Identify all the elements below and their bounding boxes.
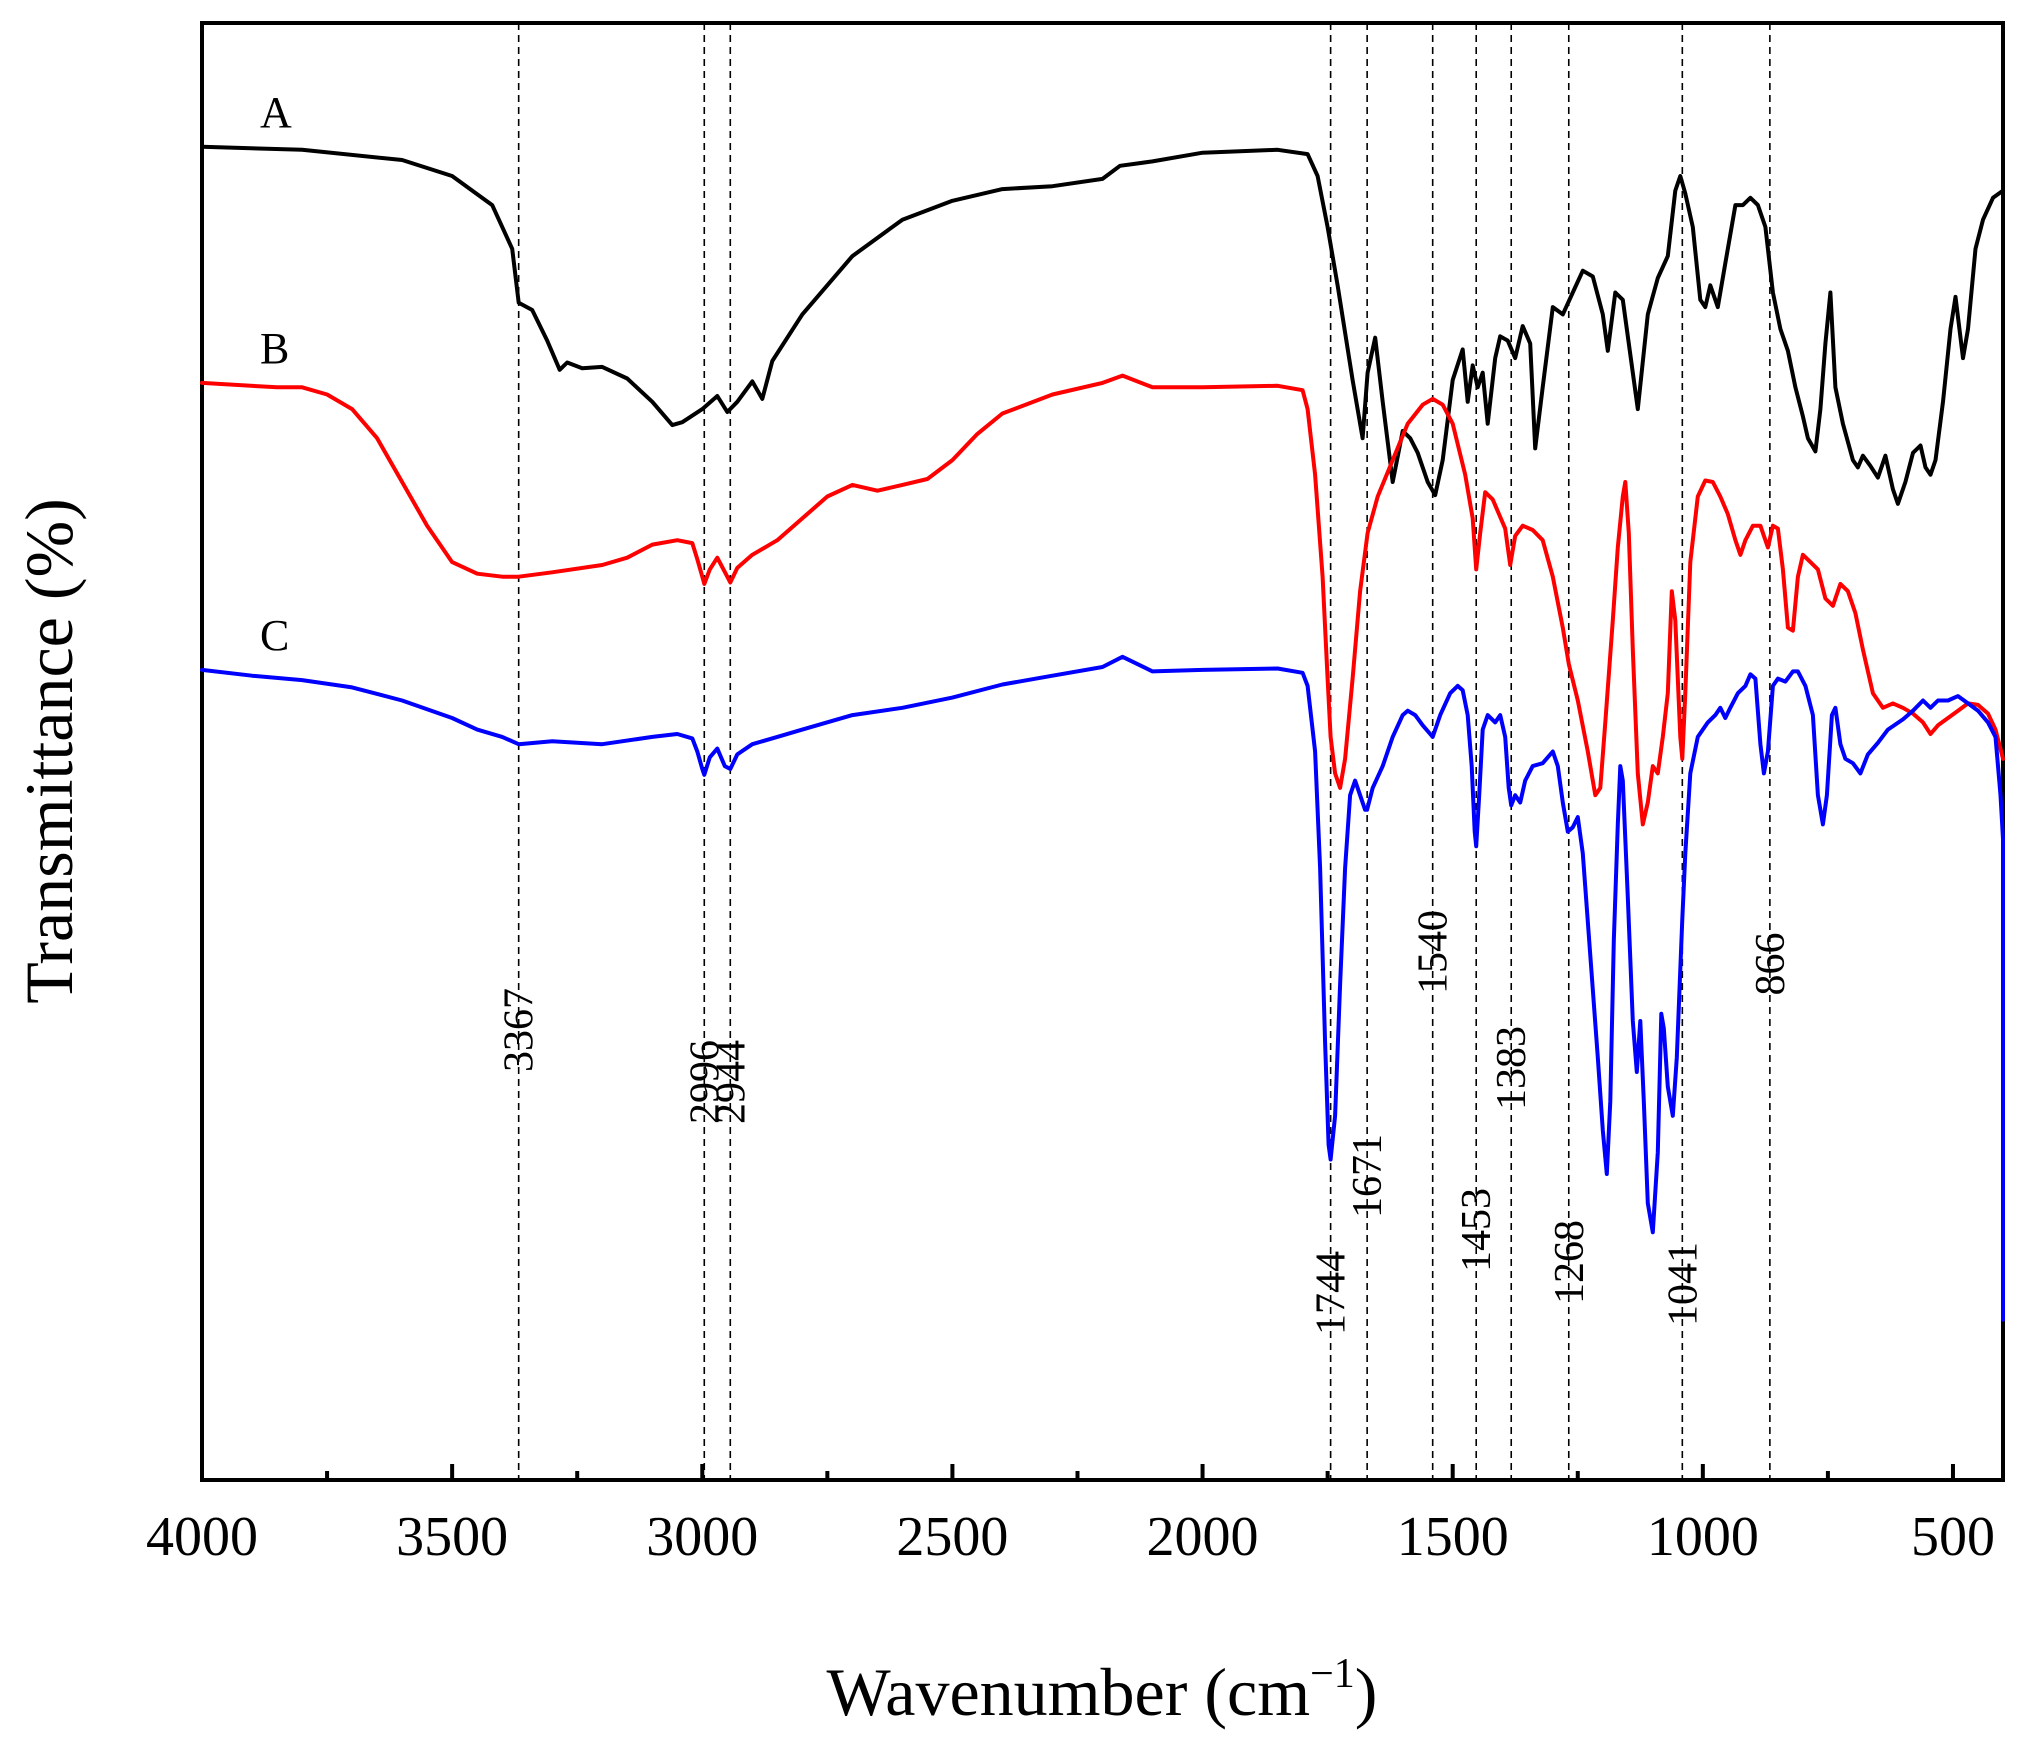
- series-C-label: C: [260, 611, 289, 660]
- x-tick-label-1500: 1500: [1397, 1506, 1509, 1568]
- spectra: [200, 144, 2005, 1322]
- series-C-line: [200, 654, 2005, 1322]
- x-tick-label-3000: 3000: [646, 1506, 758, 1568]
- x-tick-label-1000: 1000: [1647, 1506, 1759, 1568]
- reference-lines: [517, 23, 1771, 1480]
- series-A-label: A: [260, 88, 292, 137]
- x-tick-label-2000: 2000: [1147, 1506, 1259, 1568]
- peak-label-1744: 1744: [1309, 1251, 1355, 1335]
- peak-label-1268: 1268: [1547, 1220, 1593, 1304]
- peak-label-1453: 1453: [1454, 1188, 1500, 1272]
- peak-label-3367: 3367: [497, 988, 543, 1072]
- series-B-label: B: [260, 324, 289, 373]
- x-tick-label-3500: 3500: [396, 1506, 508, 1568]
- peak-label-1041: 1041: [1660, 1242, 1706, 1326]
- peak-label-866: 866: [1748, 933, 1794, 996]
- series-labels: A B C: [260, 88, 292, 660]
- x-axis-title-main: Wavenumber (cm: [827, 1654, 1311, 1730]
- y-axis-title: Transmittance (%): [11, 498, 87, 1003]
- peak-label-1671: 1671: [1345, 1134, 1391, 1218]
- peak-label-1540: 1540: [1411, 910, 1457, 994]
- plot-frame: [200, 21, 2005, 1482]
- series-A-line: [200, 144, 2005, 506]
- x-axis-tick-labels: 4000 3500 3000 2500 2000 1500 1000 500: [146, 1506, 1995, 1568]
- peak-label-2944: 2944: [708, 1040, 754, 1124]
- x-tick-label-4000: 4000: [146, 1506, 258, 1568]
- series-B-line: [200, 373, 2005, 827]
- plot-area: [200, 21, 2005, 1482]
- x-axis-title-superscript: −1: [1310, 1651, 1355, 1697]
- peak-label-1383: 1383: [1489, 1026, 1535, 1110]
- x-axis-title: Wavenumber (cm−1): [827, 1651, 1378, 1730]
- x-tick-label-500: 500: [1911, 1506, 1995, 1568]
- peak-label-2996: 2996: [682, 1040, 728, 1124]
- x-axis-title-close: ): [1355, 1654, 1378, 1730]
- x-tick-label-2500: 2500: [896, 1506, 1008, 1568]
- x-axis-ticks: [200, 1464, 1955, 1480]
